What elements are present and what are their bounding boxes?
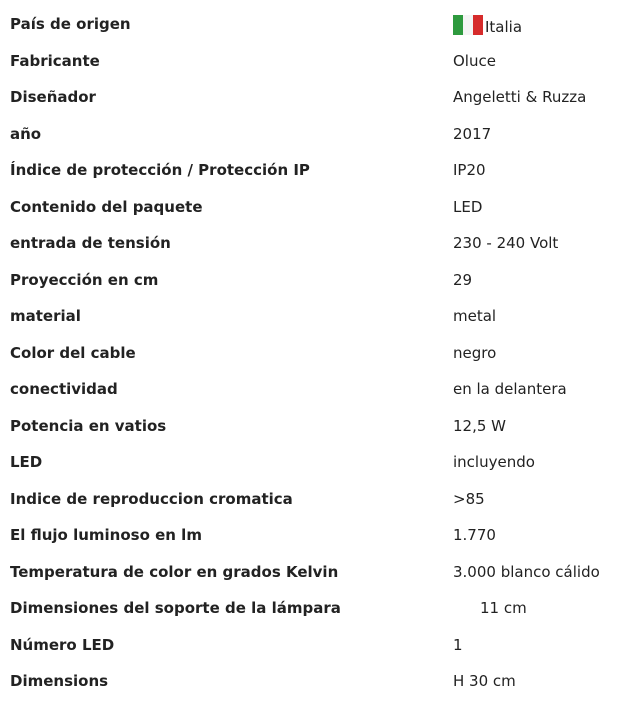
spec-value-text: 12,5 W bbox=[453, 416, 506, 435]
spec-value: IP20 bbox=[453, 161, 486, 179]
spec-value: Italia bbox=[453, 15, 522, 36]
spec-value-text: 1 bbox=[453, 635, 463, 654]
spec-label: Índice de protección / Protección IP bbox=[10, 161, 310, 179]
spec-value: 1 bbox=[453, 636, 463, 654]
spec-value-text: 11 cm bbox=[480, 599, 527, 617]
spec-label: El flujo luminoso en lm bbox=[10, 526, 202, 544]
spec-value: Angeletti & Ruzza bbox=[453, 88, 586, 106]
spec-value: 3.000 blanco cálido bbox=[453, 563, 600, 581]
spec-value: Oluce bbox=[453, 52, 496, 70]
spec-value-text: LED bbox=[453, 197, 483, 216]
spec-label: País de origen bbox=[10, 15, 131, 33]
spec-value: 29 bbox=[453, 271, 472, 289]
spec-label: Dimensions bbox=[10, 672, 109, 690]
spec-value-text: incluyendo bbox=[453, 453, 535, 471]
spec-value-text: Angeletti & Ruzza bbox=[453, 88, 587, 106]
spec-label: material bbox=[10, 307, 81, 325]
spec-value: H 30 cm bbox=[453, 672, 516, 690]
spec-label: Diseñador bbox=[10, 88, 96, 106]
spec-value-text: 3.000 blanco cálido bbox=[453, 562, 600, 581]
spec-row: Dimensions H 30 cm bbox=[0, 664, 629, 701]
spec-value: >85 bbox=[453, 490, 485, 508]
spec-row: El flujo luminoso en lm 1.770 bbox=[0, 518, 629, 555]
spec-row: conectividad en la delantera bbox=[0, 372, 629, 409]
spec-label: Temperatura de color en grados Kelvin bbox=[10, 562, 339, 581]
spec-value-text: 2017 bbox=[453, 124, 492, 143]
spec-label: conectividad bbox=[10, 380, 118, 398]
spec-row: Número LED 1 bbox=[0, 628, 629, 665]
spec-value-text: Italia bbox=[485, 18, 523, 36]
spec-row: entrada de tensión 230 - 240 Volt bbox=[0, 226, 629, 263]
spec-value-text: >85 bbox=[453, 489, 485, 508]
spec-row: Contenido del paquete LED bbox=[0, 190, 629, 227]
spec-label: entrada de tensión bbox=[10, 234, 171, 252]
flag-icon bbox=[453, 15, 483, 35]
spec-row: Dimensiones del soporte de la lámpara 11 … bbox=[0, 591, 629, 628]
spec-value: 11 cm bbox=[480, 599, 527, 617]
spec-row: Indice de reproduccion cromatica >85 bbox=[0, 482, 629, 519]
spec-row: LED incluyendo bbox=[0, 445, 629, 482]
spec-value-text: Oluce bbox=[453, 51, 496, 70]
spec-value-text: 29 bbox=[453, 270, 473, 289]
spec-label: Contenido del paquete bbox=[10, 197, 203, 216]
spec-label: Proyección en cm bbox=[10, 270, 159, 289]
spec-label: Dimensiones del soporte de la lámpara bbox=[10, 599, 341, 617]
spec-value-text: IP20 bbox=[453, 161, 486, 179]
spec-value: en la delantera bbox=[453, 380, 567, 398]
spec-row: Color del cable negro bbox=[0, 336, 629, 373]
spec-label: Fabricante bbox=[10, 51, 100, 70]
spec-row: Proyección en cm 29 bbox=[0, 263, 629, 300]
spec-label: LED bbox=[10, 453, 43, 471]
spec-label: Número LED bbox=[10, 635, 115, 654]
spec-value: LED bbox=[453, 198, 482, 216]
spec-row: año 2017 bbox=[0, 117, 629, 154]
spec-value: 12,5 W bbox=[453, 417, 506, 435]
spec-value: metal bbox=[453, 307, 496, 325]
spec-row: Temperatura de color en grados Kelvin 3.0… bbox=[0, 555, 629, 592]
spec-row: País de origen Italia bbox=[0, 7, 629, 44]
spec-value-text: en la delantera bbox=[453, 380, 567, 398]
spec-value-text: 1.770 bbox=[453, 526, 496, 544]
spec-row: material metal bbox=[0, 299, 629, 336]
spec-row: Fabricante Oluce bbox=[0, 44, 629, 81]
spec-row: Índice de protección / Protección IP IP20 bbox=[0, 153, 629, 190]
spec-row: Potencia en vatios 12,5 W bbox=[0, 409, 629, 446]
spec-value: 2017 bbox=[453, 125, 491, 143]
spec-label: Potencia en vatios bbox=[10, 416, 167, 435]
spec-value: 230 - 240 Volt bbox=[453, 234, 558, 252]
spec-label: año bbox=[10, 124, 42, 143]
spec-label: Indice de reproduccion cromatica bbox=[10, 489, 293, 508]
spec-value: negro bbox=[453, 344, 496, 362]
spec-value: incluyendo bbox=[453, 453, 535, 471]
spec-label: Color del cable bbox=[10, 343, 136, 362]
spec-row: Diseñador Angeletti & Ruzza bbox=[0, 80, 629, 117]
spec-value-text: 230 - 240 Volt bbox=[453, 234, 559, 252]
spec-value-text: H 30 cm bbox=[453, 672, 516, 690]
spec-value: 1.770 bbox=[453, 526, 496, 544]
spec-value-text: negro bbox=[453, 343, 497, 362]
spec-value-text: metal bbox=[453, 307, 497, 325]
